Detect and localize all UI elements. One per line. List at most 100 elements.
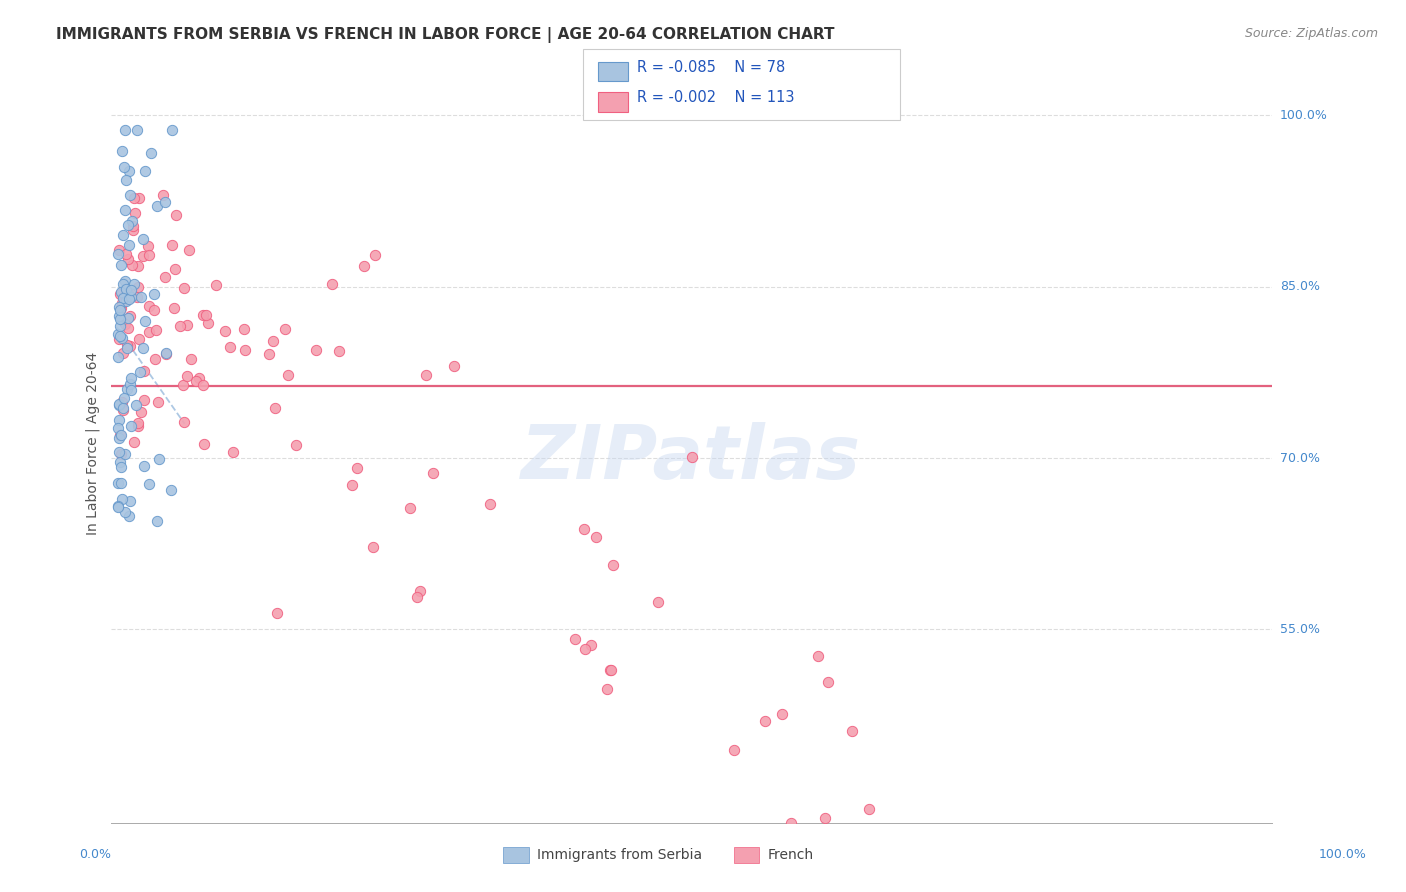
Point	[134, 392, 156, 407]
Point	[160, 238, 183, 252]
Point	[111, 277, 134, 292]
Point	[146, 395, 169, 409]
Point	[179, 243, 201, 257]
Point	[110, 447, 132, 461]
Point	[117, 311, 139, 326]
Point	[602, 558, 624, 572]
Point	[128, 332, 150, 346]
Point	[114, 318, 136, 332]
Point	[129, 405, 152, 419]
Point	[122, 277, 145, 291]
Point	[132, 459, 155, 474]
Point	[108, 243, 131, 257]
Point	[107, 351, 129, 365]
Point	[406, 590, 429, 604]
Point	[111, 395, 134, 409]
Point	[346, 461, 368, 475]
Point	[321, 277, 343, 292]
Point	[152, 188, 174, 202]
Point	[111, 331, 134, 345]
Point	[780, 816, 803, 830]
Point	[108, 397, 131, 411]
Point	[574, 642, 596, 657]
Point	[304, 343, 326, 357]
Point	[277, 368, 299, 382]
Point	[478, 497, 501, 511]
Text: Source: ZipAtlas.com: Source: ZipAtlas.com	[1244, 27, 1378, 40]
Point	[172, 378, 194, 392]
Text: ZIPatlas: ZIPatlas	[522, 423, 862, 495]
Point	[647, 595, 669, 609]
Point	[117, 509, 139, 524]
Text: R = -0.002    N = 113: R = -0.002 N = 113	[637, 90, 794, 105]
Point	[422, 467, 444, 481]
Point	[128, 365, 150, 379]
Point	[115, 337, 138, 351]
Point	[110, 459, 132, 474]
Point	[120, 371, 142, 385]
Point	[108, 431, 131, 445]
Point	[180, 351, 202, 366]
Point	[193, 437, 215, 451]
Point	[114, 202, 136, 217]
Point	[114, 447, 136, 461]
Point	[176, 369, 198, 384]
Point	[118, 238, 141, 252]
Point	[398, 500, 420, 515]
Point	[138, 325, 160, 339]
Point	[194, 308, 217, 322]
Point	[132, 250, 155, 264]
Point	[138, 299, 160, 313]
Point	[121, 219, 143, 233]
Point	[117, 286, 139, 301]
Point	[184, 374, 207, 388]
Point	[134, 164, 156, 178]
Point	[754, 714, 776, 728]
Point	[111, 145, 134, 159]
Point	[107, 300, 129, 314]
Point	[120, 377, 142, 392]
Point	[131, 232, 153, 246]
Point	[814, 811, 837, 825]
Point	[115, 341, 138, 355]
Point	[120, 493, 142, 508]
Text: 55.0%: 55.0%	[1279, 623, 1320, 636]
Point	[173, 281, 195, 295]
Point	[110, 285, 132, 300]
Point	[285, 438, 308, 452]
Point	[110, 476, 132, 491]
Point	[117, 252, 139, 266]
Point	[579, 638, 602, 652]
Point	[409, 584, 432, 599]
Point	[121, 214, 143, 228]
Point	[108, 332, 131, 346]
Point	[807, 649, 830, 664]
Point	[595, 681, 617, 696]
Point	[363, 248, 385, 262]
Point	[127, 259, 149, 273]
Point	[259, 346, 281, 360]
Point	[138, 248, 160, 262]
Point	[114, 282, 136, 296]
Point	[143, 351, 166, 366]
Point	[125, 123, 148, 137]
Point	[262, 334, 284, 349]
Point	[117, 321, 139, 335]
Point	[110, 301, 132, 315]
Point	[599, 663, 621, 677]
Point	[564, 632, 586, 646]
Point	[163, 301, 186, 315]
Text: IMMIGRANTS FROM SERBIA VS FRENCH IN LABOR FORCE | AGE 20-64 CORRELATION CHART: IMMIGRANTS FROM SERBIA VS FRENCH IN LABO…	[56, 27, 835, 43]
Point	[110, 329, 132, 343]
Point	[122, 434, 145, 449]
Point	[858, 802, 880, 816]
Point	[114, 247, 136, 261]
Text: 100.0%: 100.0%	[1319, 848, 1367, 861]
Point	[353, 259, 375, 273]
Point	[110, 311, 132, 326]
Point	[112, 291, 135, 305]
Point	[120, 283, 142, 297]
Text: 0.0%: 0.0%	[80, 848, 111, 861]
Point	[153, 195, 176, 210]
Point	[193, 308, 215, 322]
